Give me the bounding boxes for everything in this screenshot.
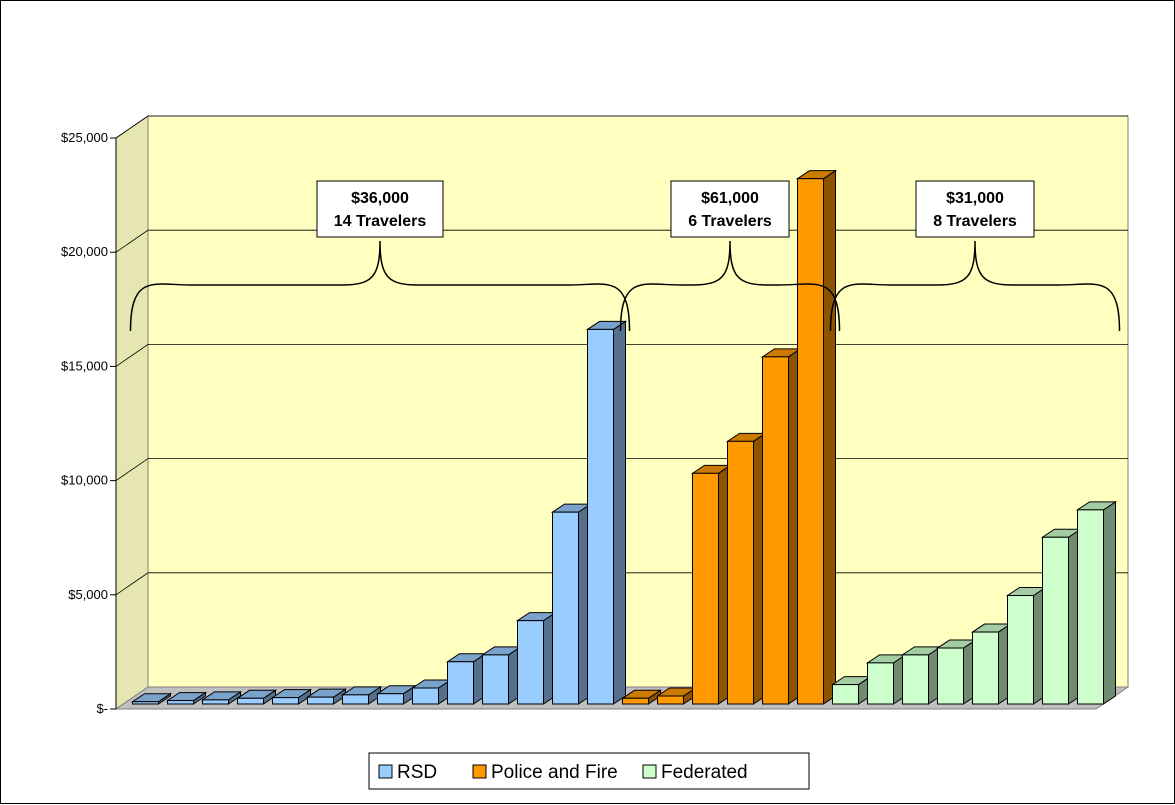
legend-label: Police and Fire <box>491 762 618 783</box>
y-tick-label: $- <box>96 701 108 716</box>
bar[interactable] <box>690 464 733 705</box>
bar-front <box>237 697 264 705</box>
bar[interactable] <box>515 611 558 705</box>
bar[interactable] <box>235 689 278 705</box>
bar-front <box>1077 509 1104 705</box>
bar[interactable] <box>620 689 663 705</box>
bar-side <box>823 169 836 705</box>
callout-amount: $31,000 <box>946 190 1004 207</box>
legend-swatch <box>642 764 657 779</box>
bar-front <box>937 647 964 705</box>
bar-front <box>727 440 754 705</box>
y-tick-label: $10,000 <box>61 473 108 488</box>
bar-front <box>587 328 614 705</box>
bar[interactable] <box>1005 586 1048 705</box>
bar-front <box>132 701 159 705</box>
bar[interactable] <box>1040 528 1083 705</box>
bar-front <box>202 699 229 705</box>
callout-amount: $36,000 <box>351 190 409 207</box>
bar-front <box>412 687 439 705</box>
bar-front <box>167 700 194 705</box>
bar[interactable] <box>970 623 1013 705</box>
callout-travelers: 6 Travelers <box>688 213 772 230</box>
bar[interactable] <box>480 645 523 705</box>
legend-swatch <box>378 764 393 779</box>
bar[interactable] <box>550 503 593 705</box>
bar[interactable] <box>340 685 383 705</box>
bar-front <box>797 178 824 705</box>
bar[interactable] <box>935 639 978 705</box>
bar-front <box>482 654 509 705</box>
bar[interactable] <box>305 688 348 705</box>
bar-front <box>1007 595 1034 705</box>
plot-side-wall <box>115 115 149 710</box>
bar-front <box>692 472 719 705</box>
legend-label: RSD <box>397 762 437 783</box>
bar[interactable] <box>760 347 803 705</box>
callout-box <box>316 180 444 238</box>
bar-front <box>832 684 859 705</box>
legend-label: Federated <box>661 762 748 783</box>
bar[interactable] <box>725 432 768 705</box>
gridline <box>115 115 1128 139</box>
legend-box <box>368 752 810 790</box>
bar[interactable] <box>865 653 908 705</box>
bar-front <box>762 356 789 705</box>
bar-front <box>622 697 649 705</box>
bar-front <box>342 694 369 705</box>
bar-front <box>272 697 299 705</box>
bar[interactable] <box>795 169 838 705</box>
bar[interactable] <box>585 320 628 705</box>
bar[interactable] <box>165 691 208 705</box>
bar[interactable] <box>410 679 453 705</box>
y-tick-label: $15,000 <box>61 358 108 373</box>
bar-front <box>1042 536 1069 705</box>
bar[interactable] <box>130 692 173 705</box>
bar[interactable] <box>445 652 488 705</box>
bar-front <box>377 693 404 705</box>
y-tick-label: $20,000 <box>61 244 108 259</box>
bar[interactable] <box>200 690 243 705</box>
curly-brace <box>829 240 1121 332</box>
y-tick-label: $5,000 <box>68 587 108 602</box>
callout-travelers: 14 Travelers <box>334 213 427 230</box>
legend-swatch <box>472 764 487 779</box>
bar[interactable] <box>1075 500 1118 705</box>
callout-amount: $61,000 <box>701 190 759 207</box>
bar-front <box>307 696 334 705</box>
bar[interactable] <box>900 645 943 705</box>
y-tick-label: $25,000 <box>61 130 108 145</box>
bar-side <box>613 320 626 705</box>
callout-box <box>915 180 1035 238</box>
bar-front <box>552 511 579 705</box>
curly-brace <box>129 240 631 332</box>
bar[interactable] <box>830 675 873 705</box>
bar-front <box>447 661 474 705</box>
bar-front <box>972 631 999 705</box>
curly-brace <box>619 240 841 332</box>
legend: RSD Police and Fire Federated <box>368 752 810 790</box>
bar-front <box>902 654 929 705</box>
callout-box <box>670 180 790 238</box>
bar-front <box>657 695 684 705</box>
bar[interactable] <box>270 688 313 705</box>
bar-front <box>867 662 894 705</box>
callout-travelers: 8 Travelers <box>933 213 1017 230</box>
bar-front <box>517 620 544 705</box>
bar-side <box>1103 500 1116 705</box>
